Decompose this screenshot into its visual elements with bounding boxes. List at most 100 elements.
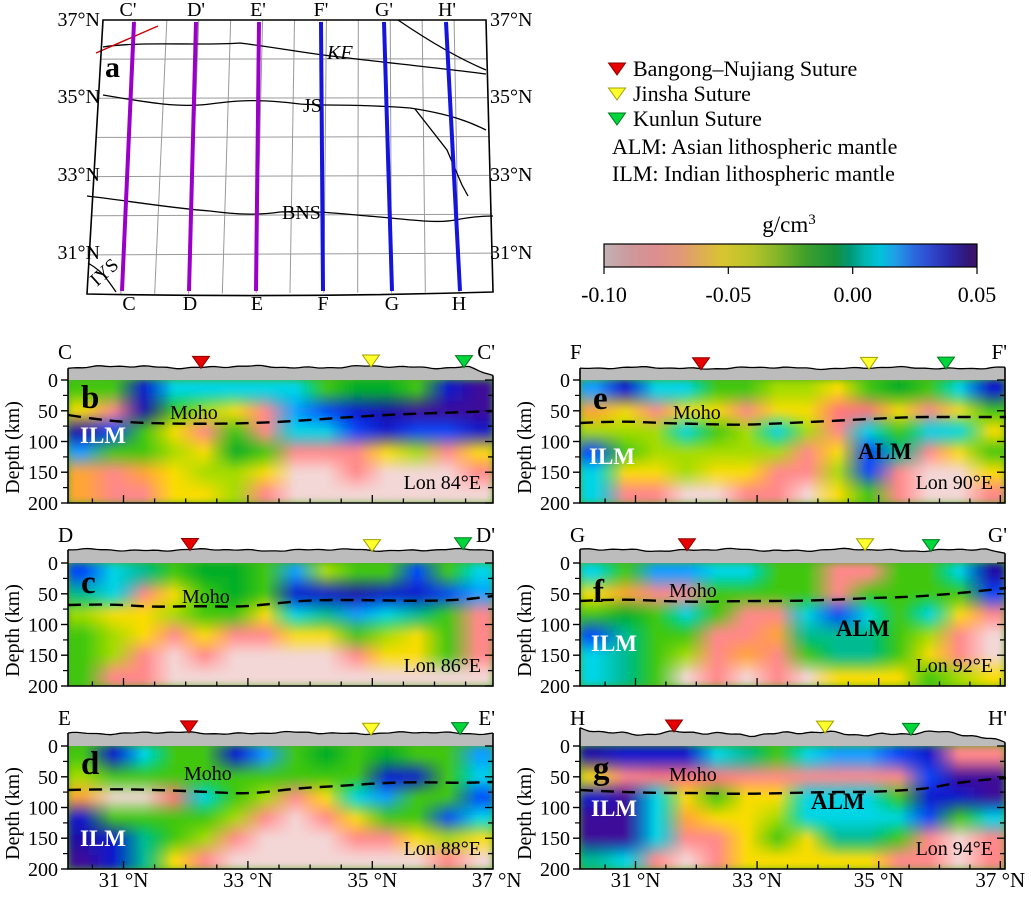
svg-text:ALM: ALM: [811, 789, 865, 814]
svg-text:F': F': [992, 340, 1007, 364]
svg-text:31°N: 31°N: [490, 242, 532, 264]
svg-text:Moho: Moho: [184, 763, 232, 785]
svg-text:E': E': [478, 706, 495, 730]
svg-text:D': D': [476, 523, 495, 547]
svg-text:a: a: [105, 51, 120, 84]
svg-text:50: 50: [550, 584, 570, 606]
svg-text:200: 200: [28, 859, 58, 881]
svg-text:BNS: BNS: [282, 202, 321, 224]
svg-text:E: E: [251, 293, 263, 315]
svg-text:C: C: [122, 293, 135, 315]
svg-text:Bangong–Nujiang Suture: Bangong–Nujiang Suture: [633, 56, 857, 81]
svg-text:f: f: [593, 574, 605, 610]
svg-text:Lon 88°E: Lon 88°E: [404, 838, 481, 860]
svg-text:g/cm3: g/cm3: [762, 212, 816, 237]
svg-text:35°N: 35°N: [58, 86, 100, 108]
svg-text:33°N: 33°N: [58, 164, 100, 186]
svg-text:b: b: [81, 380, 99, 416]
svg-text:Lon 92°E: Lon 92°E: [916, 655, 993, 677]
svg-text:ALM: Asian lithospheric mantle: ALM: Asian lithospheric mantle: [612, 134, 897, 159]
svg-text:Moho: Moho: [182, 586, 230, 608]
svg-text:31°N: 31°N: [58, 242, 100, 264]
svg-text:Depth (km): Depth (km): [2, 584, 24, 677]
svg-text:150: 150: [540, 828, 570, 850]
svg-text:Kunlun Suture: Kunlun Suture: [633, 106, 762, 131]
svg-text:0: 0: [48, 736, 58, 758]
svg-text:G: G: [570, 523, 585, 547]
svg-text:150: 150: [28, 462, 58, 484]
svg-text:35 °N: 35 °N: [854, 868, 904, 892]
svg-text:200: 200: [540, 859, 570, 881]
svg-text:Moho: Moho: [170, 402, 218, 424]
svg-text:H: H: [570, 706, 585, 730]
svg-text:Moho: Moho: [673, 402, 721, 424]
svg-text:50: 50: [550, 767, 570, 789]
svg-text:100: 100: [540, 615, 570, 637]
svg-text:H': H': [438, 0, 456, 21]
svg-text:150: 150: [540, 645, 570, 667]
svg-text:33 °N: 33 °N: [732, 868, 782, 892]
svg-text:0.05: 0.05: [958, 282, 997, 307]
svg-text:C: C: [58, 340, 72, 364]
svg-text:0: 0: [48, 370, 58, 392]
svg-text:Lon 94°E: Lon 94°E: [916, 838, 993, 860]
svg-text:100: 100: [28, 615, 58, 637]
svg-text:ILM: ILM: [591, 796, 637, 821]
svg-text:200: 200: [540, 676, 570, 698]
svg-text:37°N: 37°N: [58, 9, 100, 31]
svg-text:100: 100: [540, 798, 570, 820]
svg-text:35 °N: 35 °N: [347, 868, 397, 892]
svg-text:C': C': [477, 340, 495, 364]
svg-text:150: 150: [28, 828, 58, 850]
svg-text:0: 0: [560, 370, 570, 392]
svg-text:G': G': [988, 523, 1007, 547]
svg-text:37°N: 37°N: [490, 9, 532, 31]
svg-text:Lon 90°E: Lon 90°E: [916, 472, 993, 494]
svg-text:150: 150: [540, 462, 570, 484]
svg-text:KF: KF: [326, 42, 353, 64]
svg-text:100: 100: [28, 432, 58, 454]
svg-text:0: 0: [560, 553, 570, 575]
svg-text:31 °N: 31 °N: [611, 868, 661, 892]
svg-text:C': C': [120, 0, 137, 21]
svg-text:g: g: [593, 751, 610, 787]
svg-text:F: F: [570, 340, 582, 364]
svg-text:Moho: Moho: [669, 764, 717, 786]
svg-text:0.00: 0.00: [833, 282, 872, 307]
svg-text:ALM: ALM: [858, 439, 912, 464]
svg-text:F: F: [317, 293, 328, 315]
svg-text:0: 0: [48, 553, 58, 575]
svg-text:H': H': [988, 706, 1007, 730]
svg-text:D: D: [183, 293, 197, 315]
svg-text:G: G: [385, 293, 399, 315]
svg-text:200: 200: [28, 676, 58, 698]
svg-text:50: 50: [38, 767, 58, 789]
svg-text:50: 50: [550, 401, 570, 423]
svg-text:Lon 86°E: Lon 86°E: [404, 655, 481, 677]
svg-text:50: 50: [38, 584, 58, 606]
svg-text:D': D': [187, 0, 205, 21]
svg-text:ILM: ILM: [80, 423, 126, 448]
svg-text:d: d: [81, 746, 99, 782]
svg-text:-0.05: -0.05: [705, 282, 751, 307]
svg-text:E': E': [250, 0, 266, 21]
svg-text:F': F': [314, 0, 329, 21]
svg-text:ILM: ILM: [80, 826, 126, 851]
svg-text:ILM: Indian lithospheric mantl: ILM: Indian lithospheric mantle: [612, 161, 895, 186]
svg-text:-0.10: -0.10: [581, 282, 627, 307]
svg-text:200: 200: [28, 493, 58, 515]
svg-text:Moho: Moho: [669, 580, 717, 602]
svg-text:Lon 84°E: Lon 84°E: [404, 472, 481, 494]
svg-text:H: H: [452, 293, 466, 315]
svg-text:33°N: 33°N: [490, 164, 532, 186]
svg-text:37 °N: 37 °N: [975, 868, 1025, 892]
svg-text:JS: JS: [303, 95, 322, 117]
svg-text:Depth (km): Depth (km): [514, 584, 536, 677]
svg-text:Depth (km): Depth (km): [2, 401, 24, 494]
svg-text:ILM: ILM: [589, 444, 635, 469]
svg-text:150: 150: [28, 645, 58, 667]
svg-text:35°N: 35°N: [490, 86, 532, 108]
svg-text:31 °N: 31 °N: [99, 868, 149, 892]
svg-text:0: 0: [560, 736, 570, 758]
svg-text:Depth (km): Depth (km): [514, 401, 536, 494]
